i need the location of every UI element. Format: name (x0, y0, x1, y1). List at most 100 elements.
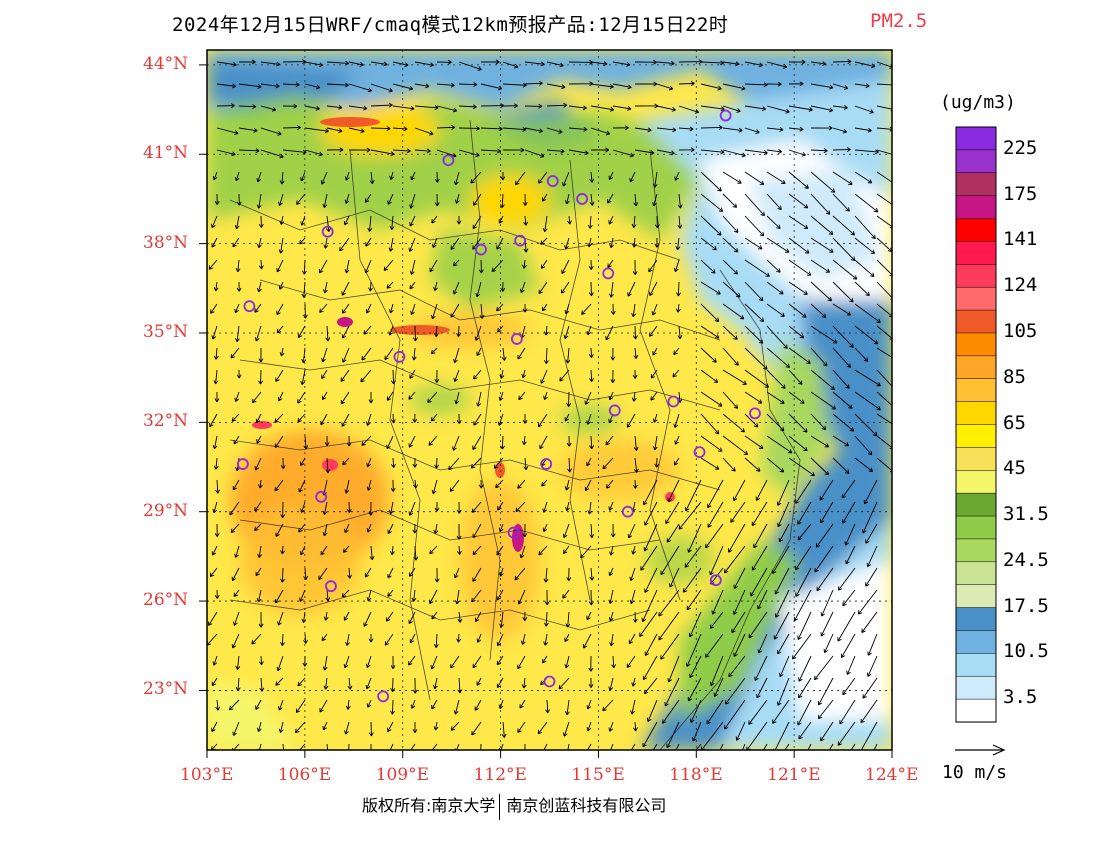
wind-vector (850, 743, 856, 750)
wind-vector (387, 721, 394, 733)
wind-vector (649, 281, 658, 297)
wind-vector (733, 479, 746, 502)
wind-vector (254, 303, 262, 313)
wind-vector (672, 369, 680, 378)
wind-vector (602, 457, 614, 470)
wind-vector (408, 655, 416, 666)
wind-vector (590, 127, 611, 136)
wind-vector (260, 83, 280, 89)
wind-vector (652, 347, 658, 356)
wind-vector (279, 347, 285, 357)
wind-vector (410, 743, 416, 750)
wind-vector (430, 347, 438, 355)
wind-vector (517, 655, 526, 670)
wind-vector (211, 215, 218, 229)
wind-vector (436, 59, 452, 65)
wind-vector (453, 259, 460, 267)
wind-vector (814, 655, 834, 681)
wind-vector (369, 545, 375, 561)
wind-vector (798, 721, 812, 740)
wind-vector (258, 655, 264, 666)
wind-vector (766, 435, 793, 454)
wind-vector (387, 523, 394, 535)
wind-vector (300, 369, 306, 386)
wind-vector (810, 171, 836, 193)
wind-vector (476, 677, 482, 686)
wind-vector (674, 435, 680, 445)
wind-vector (471, 501, 482, 513)
wind-vector (854, 171, 873, 184)
city-marker (546, 175, 559, 187)
wind-vector (518, 391, 526, 401)
wind-vector (456, 325, 462, 337)
wind-vector (412, 413, 418, 423)
wind-vector (470, 171, 482, 184)
wind-vector (832, 303, 852, 316)
wind-vector (820, 721, 834, 742)
wind-vector (498, 215, 504, 224)
wind-vector (366, 523, 372, 533)
wind-vector (815, 523, 834, 548)
wind-vector (234, 215, 240, 230)
wind-vector (260, 127, 282, 136)
wind-vector (608, 215, 614, 225)
wind-vector (499, 611, 505, 628)
wind-vector (235, 677, 241, 692)
wind-vector (387, 743, 394, 750)
wind-vector (562, 523, 570, 538)
city-marker (192, 626, 202, 636)
wind-vector (854, 105, 874, 114)
wind-vector (368, 721, 374, 737)
wind-vector (744, 435, 764, 449)
wind-vector (275, 369, 284, 382)
wind-vector (839, 699, 856, 725)
wind-vector (652, 193, 658, 207)
wind-vector (497, 325, 504, 333)
wind-vector (280, 545, 286, 555)
wind-vector (795, 545, 812, 571)
wind-vector (322, 721, 328, 731)
wind-vector (366, 699, 372, 708)
wind-vector (793, 589, 812, 622)
wind-vector (537, 721, 548, 735)
wind-vector (876, 149, 892, 155)
wind-vector (876, 369, 892, 387)
wind-vector (586, 721, 592, 732)
wind-vector (274, 479, 284, 492)
city-marker (377, 690, 390, 703)
wind-vector (711, 589, 724, 615)
wind-vector (344, 193, 350, 204)
wind-vector (517, 347, 526, 360)
wind-vector (214, 589, 220, 599)
wind-vector (260, 61, 281, 67)
wind-vector (433, 281, 438, 291)
wind-vector (319, 259, 328, 274)
wind-vector (792, 633, 812, 660)
wind-vector (842, 589, 856, 607)
wind-vector (390, 655, 396, 670)
wind-vector (498, 699, 504, 710)
wind-vector (213, 347, 219, 360)
wind-vector (344, 171, 350, 181)
wind-vector (700, 435, 723, 452)
wind-vector (788, 193, 809, 209)
wind-vector (211, 545, 218, 556)
wind-vector (832, 105, 848, 110)
wind-vector (523, 457, 529, 471)
colorbar-label: 24.5 (1003, 548, 1049, 571)
wind-vector (360, 369, 372, 383)
wind-vector (304, 105, 320, 111)
wind-vector (367, 215, 373, 232)
title-variable: PM2.5 (870, 10, 928, 32)
wind-vector (409, 633, 416, 644)
colorbar-unit: (ug/m3) (940, 92, 1016, 113)
wind-vector (502, 61, 519, 69)
wind-vector (258, 347, 264, 363)
wind-vector (766, 149, 783, 154)
wind-vector (748, 611, 768, 639)
wind-vector (282, 125, 301, 131)
wind-vector (634, 81, 658, 87)
wind-vector (343, 655, 350, 669)
colorbar-swatch (955, 309, 997, 334)
wind-vector (230, 347, 240, 359)
